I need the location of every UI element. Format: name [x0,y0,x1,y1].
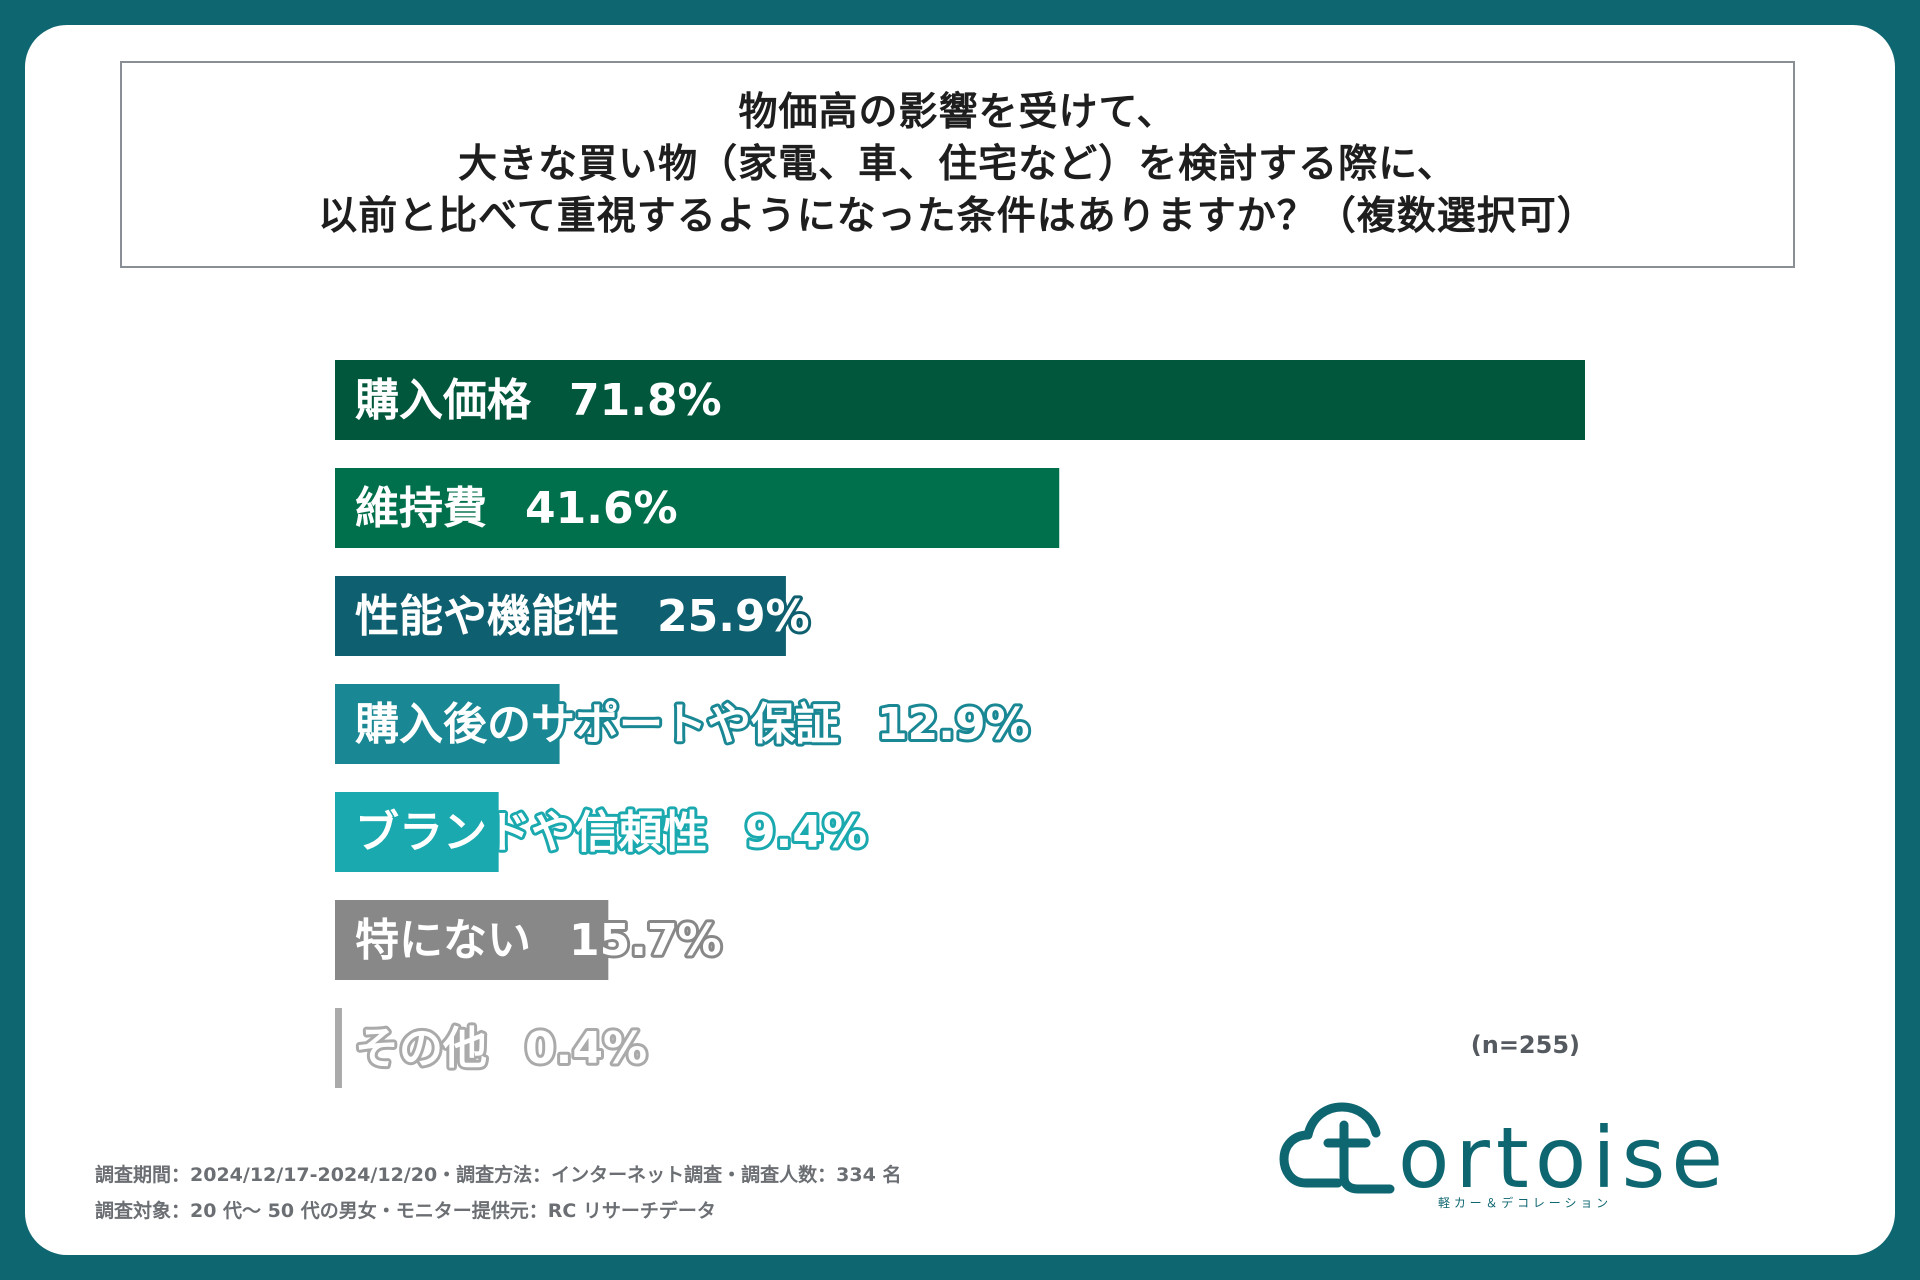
bar-7 [335,1008,342,1088]
value-label-3: 25.9% [657,591,810,642]
value-label-6: 15.7% [569,915,722,966]
question-title-line-2: 大きな買い物（家電、車、住宅など）を検討する際に、 [458,141,1457,187]
bar-3 [335,576,786,656]
category-label-1: 購入価格 [355,375,532,426]
survey-info-line-1: 調査期間：2024/12/17-2024/12/20・調査方法：インターネット調… [95,1164,902,1186]
bar-4 [335,684,560,764]
question-title-box: 物価高の影響を受けて、 大きな買い物（家電、車、住宅など）を検討する際に、 以前… [120,61,1795,268]
category-label-7: その他 [355,1023,487,1074]
category-label-5: ブランドや信頼性 [355,807,707,858]
value-label-1: 71.8% [569,375,722,426]
bar-2 [335,468,1060,548]
svg-text:軽 カ ー ＆ デ コ レ ー シ ョ ン: 軽 カ ー ＆ デ コ レ ー シ ョ ン [1438,1195,1608,1210]
category-label-2: 維持費 [355,483,487,534]
value-label-4: 12.9% [877,699,1030,750]
value-label-7: 0.4% [525,1023,647,1074]
sample-size-note: (n=255) [1470,1031,1580,1059]
category-label-6: 特にない [355,915,531,966]
bar-5 [335,792,499,872]
question-title-line-3: 以前と比べて重視するようになった条件はありますか？（複数選択可） [318,193,1597,239]
svg-text:ortoise: ortoise [1398,1109,1729,1207]
question-title-line-1: 物価高の影響を受けて、 [738,89,1177,135]
category-label-4: 購入後のサポートや保証 [355,699,839,750]
bar-1 [335,360,1585,440]
value-label-2: 41.6% [525,483,678,534]
survey-info-line-2: 調査対象：20 代〜 50 代の男女・モニター提供元：RC リサーチデータ [95,1200,716,1222]
tortoise-logo: ortoise 軽 カ ー ＆ デ コ レ ー シ ョ ン [1279,1102,1729,1210]
value-label-5: 9.4% [745,807,867,858]
bar-6 [335,900,609,980]
category-label-3: 性能や機能性 [355,591,619,642]
